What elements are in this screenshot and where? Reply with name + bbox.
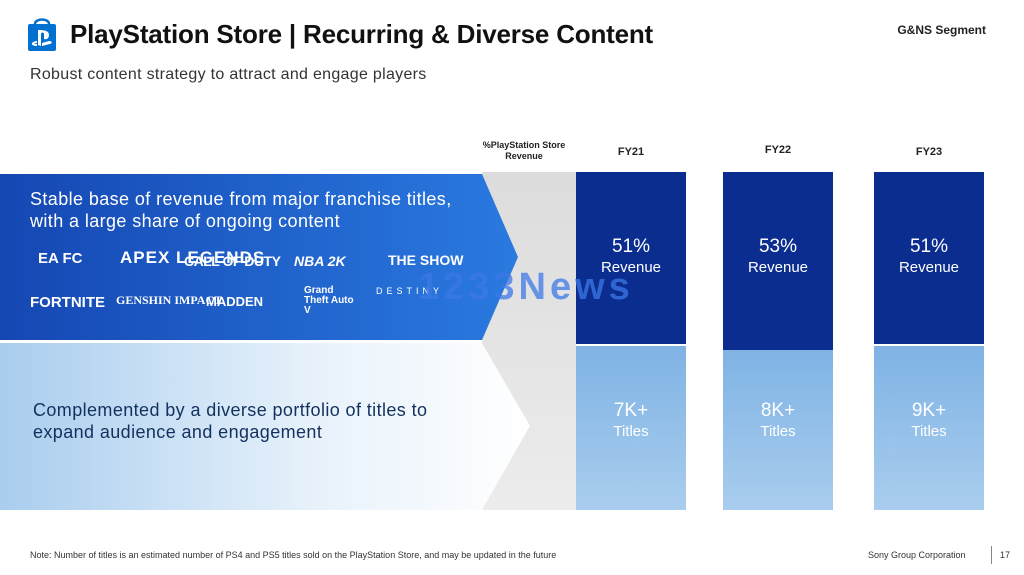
- fy22-revenue: 53% Revenue: [747, 236, 809, 276]
- fy22-titles-block: [723, 350, 833, 510]
- fy22-year: FY22: [764, 144, 792, 156]
- fy21-year: FY21: [617, 146, 645, 158]
- fy23-titles-block: [874, 346, 984, 510]
- portfolio-description: Complemented by a diverse portfolio of t…: [33, 400, 428, 442]
- fy21-titles: 7K+ Titles: [613, 400, 649, 440]
- fy23-titles: 9K+ Titles: [911, 400, 947, 440]
- footnote: Note: Number of titles is an estimated n…: [30, 550, 557, 560]
- gta-v-logo: Grand Theft Auto V: [304, 285, 354, 316]
- page-number: 17: [1000, 550, 1011, 560]
- portfolio-band: [0, 343, 575, 510]
- franchise-description: Stable base of revenue from major franch…: [30, 189, 452, 231]
- fortnite-logo: FORTNITE: [30, 294, 105, 311]
- the-show-logo: THE SHOW: [388, 252, 464, 268]
- ea-fc-logo: EA FC: [38, 250, 83, 267]
- playstation-store-bag-icon: [26, 16, 58, 52]
- fy23-year: FY23: [915, 146, 943, 158]
- franchise-logos: EA FC APEX LEGENDS CALL OF DUTY NBA 2K T…: [30, 246, 470, 326]
- watermark: 1233News: [418, 266, 634, 308]
- page-title: PlayStation Store | Recurring & Diverse …: [70, 19, 654, 49]
- call-of-duty-logo: CALL OF DUTY: [184, 253, 281, 269]
- genshin-impact-logo: GENSHIN IMPACT: [116, 293, 223, 307]
- fy21-revenue: 51% Revenue: [600, 236, 662, 276]
- page-subtitle: Robust content strategy to attract and e…: [30, 66, 427, 83]
- footer-divider: [991, 546, 992, 564]
- franchise-band: [0, 174, 520, 340]
- fy23-revenue-block: [874, 172, 984, 344]
- fy22-titles: 8K+ Titles: [760, 400, 796, 440]
- fy21-titles-block: [576, 346, 686, 510]
- destiny-logo: DESTINY: [376, 286, 444, 296]
- nba-2k-logo: NBA 2K: [294, 253, 346, 269]
- fy22-revenue-block: [723, 172, 833, 350]
- segment-label: G&NS Segment: [897, 23, 986, 37]
- fy23-revenue: 51% Revenue: [898, 236, 960, 276]
- fy21-revenue-block: [576, 172, 686, 344]
- pct-store-revenue-header: %PlayStation Store Revenue: [482, 140, 566, 161]
- company-name: Sony Group Corporation: [868, 550, 966, 560]
- madden-logo: MADDEN: [206, 294, 264, 309]
- apex-legends-logo: APEX LEGENDS: [120, 248, 266, 267]
